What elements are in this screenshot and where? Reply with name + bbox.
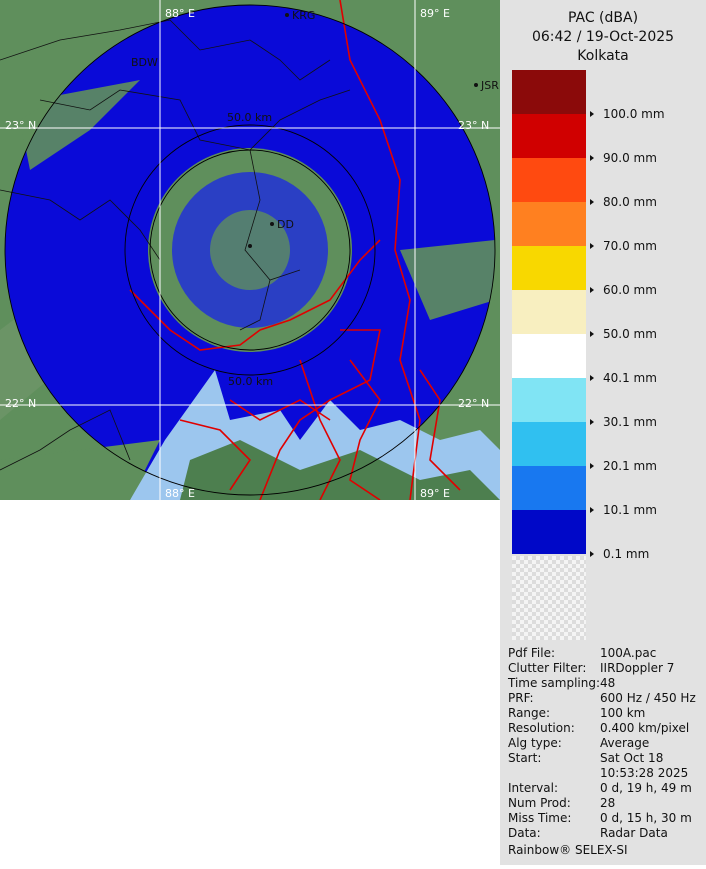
legend-tick	[590, 199, 594, 205]
range-label: 50.0 km	[228, 375, 273, 388]
legend-label: 20.1 mm	[603, 459, 657, 473]
info-value: Sat Oct 18	[600, 751, 663, 765]
info-value: Radar Data	[600, 826, 668, 840]
legend-label: 50.0 mm	[603, 327, 657, 341]
legend-swatch	[512, 70, 586, 114]
info-key: Data:	[508, 826, 541, 840]
legend-label: 30.1 mm	[603, 415, 657, 429]
info-value: 48	[600, 676, 615, 690]
footer: Rainbow® SELEX-SI	[508, 843, 628, 857]
legend-label: 0.1 mm	[603, 547, 649, 561]
product-time: 06:42 / 19-Oct-2025	[532, 29, 674, 45]
graticule	[0, 0, 500, 500]
info-key: PRF:	[508, 691, 534, 705]
legend-tick	[590, 287, 594, 293]
legend-tick	[590, 331, 594, 337]
site-name: Kolkata	[577, 48, 628, 64]
legend-tick	[590, 419, 594, 425]
latitude-label: 23° N	[458, 119, 489, 132]
product-title: PAC (dBA)	[568, 10, 638, 26]
info-value: 0 d, 19 h, 49 m	[600, 781, 692, 795]
legend-label: 80.0 mm	[603, 195, 657, 209]
info-key: Pdf File:	[508, 646, 555, 660]
info-value: 10:53:28 2025	[600, 766, 688, 780]
legend: 100.0 mm 90.0 mm 80.0 mm 70.0 mm 60.0 mm 50.0…	[512, 70, 665, 561]
longitude-label: 88° E	[165, 487, 195, 500]
city-label: BDW	[131, 56, 158, 69]
info-key: Clutter Filter:	[508, 661, 586, 675]
legend-tick	[590, 507, 594, 513]
info-value: 100A.pac	[600, 646, 656, 660]
info-key: Time sampling:	[507, 676, 600, 690]
delta-land	[180, 440, 500, 500]
legend-swatch	[512, 290, 586, 334]
info-value: 0 d, 15 h, 30 m	[600, 811, 692, 825]
info-value: Average	[600, 736, 649, 750]
city-label: DD	[277, 218, 294, 231]
legend-label: 40.1 mm	[603, 371, 657, 385]
legend-label: 70.0 mm	[603, 239, 657, 253]
rivers	[129, 0, 461, 500]
info-key: Start:	[508, 751, 541, 765]
info-value: 100 km	[600, 706, 645, 720]
info-key: Num Prod:	[508, 796, 571, 810]
info-table: Pdf File: 100A.pac Clutter Filter: IIRDoppl…	[507, 646, 696, 840]
legend-tick	[590, 155, 594, 161]
legend-label: 60.0 mm	[603, 283, 657, 297]
legend-swatch	[512, 378, 586, 422]
no-data-swatch	[512, 556, 586, 640]
range-rings	[4, 4, 496, 496]
longitude-label: 89° E	[420, 487, 450, 500]
info-value: 28	[600, 796, 615, 810]
latitude-label: 23° N	[5, 119, 36, 132]
legend-swatch	[512, 334, 586, 378]
info-key: Alg type:	[508, 736, 562, 750]
legend-tick	[590, 551, 594, 557]
legend-tick	[590, 111, 594, 117]
city-markers	[248, 13, 478, 248]
legend-label: 90.0 mm	[603, 151, 657, 165]
range-label: 50.0 km	[227, 111, 272, 124]
land	[0, 440, 160, 500]
city-label: JSR	[480, 79, 499, 92]
clutter	[20, 80, 140, 170]
info-value: 0.400 km/pixel	[600, 721, 689, 735]
legend-swatch	[512, 466, 586, 510]
legend-swatch	[512, 246, 586, 290]
info-value: IIRDoppler 7	[600, 661, 674, 675]
legend-swatch	[512, 422, 586, 466]
legend-label: 100.0 mm	[603, 107, 665, 121]
boundaries	[0, 19, 351, 471]
legend-swatch	[512, 510, 586, 554]
legend-swatch	[512, 202, 586, 246]
longitude-label: 88° E	[165, 7, 195, 20]
latitude-label: 22° N	[458, 397, 489, 410]
legend-tick	[590, 463, 594, 469]
longitude-label: 89° E	[420, 7, 450, 20]
info-key: Miss Time:	[508, 811, 571, 825]
info-key: Interval:	[508, 781, 558, 795]
inner-gap	[210, 210, 290, 290]
legend-tick	[590, 375, 594, 381]
clutter	[400, 240, 495, 320]
latitude-label: 22° N	[5, 397, 36, 410]
legend-label: 10.1 mm	[603, 503, 657, 517]
info-value: 600 Hz / 450 Hz	[600, 691, 696, 705]
legend-tick	[590, 243, 594, 249]
legend-swatch	[512, 114, 586, 158]
legend-swatch	[512, 158, 586, 202]
city-label: KRG	[292, 9, 315, 22]
map: 88° E 89° E 88° E 89° E 23° N 23° N 22° …	[0, 0, 500, 500]
info-key: Range:	[508, 706, 550, 720]
info-key: Resolution:	[508, 721, 575, 735]
